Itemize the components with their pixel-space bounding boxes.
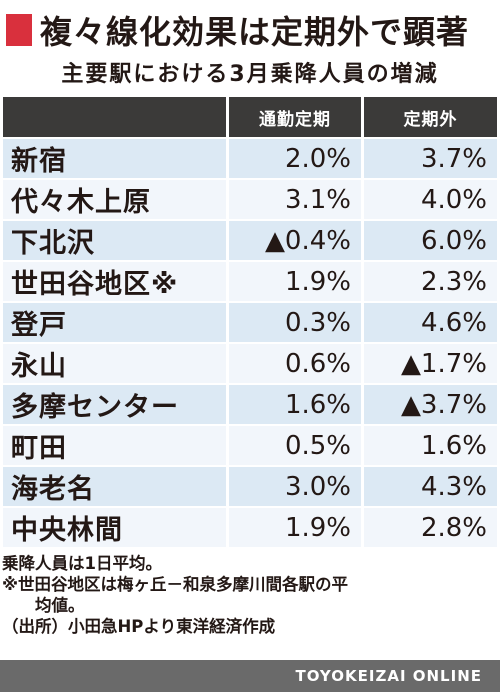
- table-row: 多摩センター 1.6% ▲3.7%: [3, 383, 497, 424]
- table-row: 世田谷地区※ 1.9% 2.3%: [3, 260, 497, 301]
- commuter-value-cell: 0.3%: [226, 301, 361, 342]
- commuter-value-cell: 0.6%: [226, 342, 361, 383]
- data-table: 通勤定期 定期外 新宿 2.0% 3.7% 代々木上原 3.1% 4.0% 下北沢 ▲0.4%…: [3, 97, 497, 547]
- footnote-average: 乗降人員は1日平均。: [2, 554, 162, 573]
- column-header-non-commuter: 定期外: [361, 97, 497, 137]
- table-row: 登戸 0.3% 4.6%: [3, 301, 497, 342]
- station-name-cell: 町田: [3, 424, 226, 465]
- column-header-station: [3, 97, 226, 137]
- station-name-cell: 下北沢: [3, 219, 226, 260]
- non-commuter-value-cell: 3.7%: [361, 137, 497, 178]
- table-row: 海老名 3.0% 4.3%: [3, 465, 497, 506]
- station-name-cell: 中央林間: [3, 506, 226, 547]
- footer-bar: TOYOKEIZAI ONLINE: [0, 660, 500, 692]
- commuter-value-cell: 3.1%: [226, 178, 361, 219]
- table-row: 町田 0.5% 1.6%: [3, 424, 497, 465]
- table-row: 下北沢 ▲0.4% 6.0%: [3, 219, 497, 260]
- commuter-value-cell: ▲0.4%: [226, 219, 361, 260]
- chart-subtitle: 主要駅における3月乗降人員の増減: [61, 62, 439, 87]
- commuter-value-cell: 3.0%: [226, 465, 361, 506]
- title-row: 複々線化効果は定期外で顕著: [6, 8, 469, 52]
- commuter-value-cell: 0.5%: [226, 424, 361, 465]
- commuter-value-cell: 1.9%: [226, 260, 361, 301]
- table-row: 永山 0.6% ▲1.7%: [3, 342, 497, 383]
- non-commuter-value-cell: 1.6%: [361, 424, 497, 465]
- non-commuter-value-cell: 2.3%: [361, 260, 497, 301]
- commuter-value-cell: 1.9%: [226, 506, 361, 547]
- table-row: 新宿 2.0% 3.7%: [3, 137, 497, 178]
- non-commuter-value-cell: 4.3%: [361, 465, 497, 506]
- table-row: 代々木上原 3.1% 4.0%: [3, 178, 497, 219]
- station-name-cell: 代々木上原: [3, 178, 226, 219]
- station-name-cell: 新宿: [3, 137, 226, 178]
- non-commuter-value-cell: 4.6%: [361, 301, 497, 342]
- station-name-cell: 世田谷地区※: [3, 260, 226, 301]
- brand-label: TOYOKEIZAI ONLINE: [295, 667, 482, 685]
- footnotes: 乗降人員は1日平均。 ※世田谷地区は梅ヶ丘－和泉多摩川間各駅の平 均値。 （出所…: [2, 553, 498, 637]
- footnote-source: （出所）小田急HPより東洋経済作成: [2, 617, 276, 636]
- non-commuter-value-cell: ▲3.7%: [361, 383, 497, 424]
- table-body: 新宿 2.0% 3.7% 代々木上原 3.1% 4.0% 下北沢 ▲0.4% 6.0% 世田谷地区…: [3, 137, 497, 547]
- non-commuter-value-cell: ▲1.7%: [361, 342, 497, 383]
- chart-title: 複々線化効果は定期外で顕著: [40, 13, 470, 51]
- commuter-value-cell: 2.0%: [226, 137, 361, 178]
- station-name-cell: 海老名: [3, 465, 226, 506]
- station-name-cell: 多摩センター: [3, 383, 226, 424]
- station-name-cell: 永山: [3, 342, 226, 383]
- non-commuter-value-cell: 6.0%: [361, 219, 497, 260]
- column-header-commuter: 通勤定期: [226, 97, 361, 137]
- commuter-value-cell: 1.6%: [226, 383, 361, 424]
- non-commuter-value-cell: 2.8%: [361, 506, 497, 547]
- footnote-setagaya: ※世田谷地区は梅ヶ丘－和泉多摩川間各駅の平: [2, 575, 349, 594]
- non-commuter-value-cell: 4.0%: [361, 178, 497, 219]
- station-name-cell: 登戸: [3, 301, 226, 342]
- table-header-row: 通勤定期 定期外: [3, 97, 497, 137]
- table-row: 中央林間 1.9% 2.8%: [3, 506, 497, 547]
- title-accent-square: [6, 14, 32, 46]
- footnote-setagaya-cont: 均値。: [35, 596, 85, 615]
